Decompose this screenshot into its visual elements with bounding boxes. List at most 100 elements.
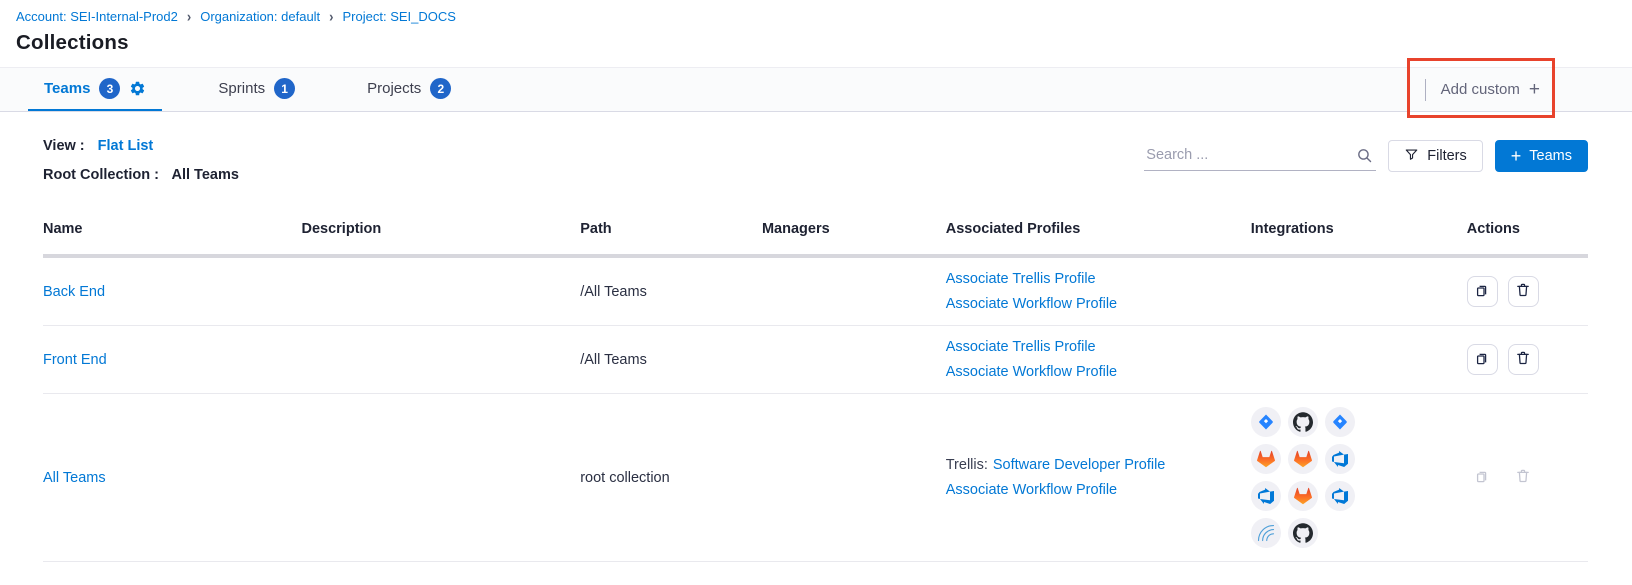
associate-trellis-profile-link[interactable]: Associate Trellis Profile — [945, 339, 1096, 355]
copy-button-disabled — [1466, 462, 1498, 493]
path-cell: /All Teams — [580, 256, 762, 326]
copy-icon — [1474, 468, 1490, 487]
associated-profiles-cell: Trellis: Software Developer Profile Asso… — [946, 457, 1243, 498]
azure-devops-icon — [1324, 444, 1355, 474]
gitlab-icon — [1287, 444, 1318, 474]
description-cell — [301, 256, 581, 326]
jira-icon — [1324, 407, 1355, 437]
description-cell — [301, 393, 581, 562]
delete-button-disabled — [1507, 462, 1539, 493]
funnel-icon — [1404, 147, 1419, 166]
filters-label: Filters — [1427, 148, 1467, 164]
table-row: Front End /All Teams Associate Trellis P… — [43, 325, 1588, 394]
root-collection-value: All Teams — [171, 167, 239, 183]
column-header-path: Path — [580, 213, 762, 258]
table-header-row: Name Description Path Managers Associate… — [43, 213, 1588, 258]
jira-icon — [1250, 407, 1281, 437]
plus-icon: + — [1528, 79, 1540, 100]
teams-count-badge: 3 — [99, 78, 121, 99]
toolbar-left: View : Flat List Root Collection : All T… — [43, 138, 239, 183]
actions-cell — [1466, 462, 1580, 493]
collection-name-link[interactable]: All Teams — [43, 469, 106, 486]
tab-bar: Teams 3 Sprints 1 Projects 2 Add custom … — [0, 58, 1632, 118]
tab-bar-right: Add custom + — [1407, 58, 1632, 118]
add-custom-button[interactable]: Add custom + — [1441, 80, 1540, 99]
tab-sprints[interactable]: Sprints 1 — [202, 68, 311, 111]
associated-profiles-cell: Associate Trellis Profile Associate Work… — [946, 339, 1243, 380]
collection-name-link[interactable]: Front End — [43, 351, 107, 368]
trash-icon — [1515, 468, 1531, 487]
toolbar-right: Filters + Teams — [1144, 140, 1588, 172]
tab-sprints-label: Sprints — [218, 80, 266, 97]
tab-projects[interactable]: Projects 2 — [351, 68, 467, 111]
chevron-right-icon: › — [186, 7, 192, 26]
tab-projects-label: Projects — [367, 80, 422, 97]
new-teams-button[interactable]: + Teams — [1494, 140, 1588, 172]
column-header-associated-profiles: Associated Profiles — [945, 213, 1251, 258]
column-header-integrations: Integrations — [1250, 213, 1467, 258]
main-content: View : Flat List Root Collection : All T… — [0, 138, 1632, 562]
search-icon — [1356, 147, 1373, 169]
github-icon — [1287, 518, 1318, 548]
add-custom-label: Add custom — [1440, 81, 1520, 98]
actions-cell — [1466, 344, 1580, 375]
column-header-managers: Managers — [761, 213, 946, 258]
integrations-cell — [1250, 407, 1366, 548]
root-collection-label: Root Collection : — [43, 167, 159, 183]
delete-button[interactable] — [1507, 276, 1539, 307]
description-cell — [301, 325, 581, 394]
search-input[interactable] — [1144, 141, 1377, 171]
root-collection-row: Root Collection : All Teams — [43, 167, 239, 183]
associate-workflow-profile-link[interactable]: Associate Workflow Profile — [945, 296, 1118, 312]
trash-icon — [1515, 350, 1531, 369]
header: Account: SEI-Internal-Prod2 › Organizati… — [0, 0, 1632, 55]
associated-profiles-cell: Associate Trellis Profile Associate Work… — [946, 271, 1243, 312]
plus-icon: + — [1510, 145, 1522, 166]
managers-cell — [761, 325, 946, 394]
table-row: Back End /All Teams Associate Trellis Pr… — [43, 256, 1588, 326]
toolbar: View : Flat List Root Collection : All T… — [43, 138, 1588, 183]
azure-devops-icon — [1250, 481, 1281, 511]
search-box — [1144, 141, 1377, 171]
copy-button[interactable] — [1466, 276, 1498, 307]
column-header-actions: Actions — [1466, 213, 1588, 258]
view-row: View : Flat List — [43, 138, 239, 154]
sprints-count-badge: 1 — [274, 78, 296, 99]
trellis-prefix-label: Trellis: — [945, 457, 988, 473]
tab-teams-label: Teams — [44, 80, 91, 97]
tab-teams[interactable]: Teams 3 — [28, 68, 163, 111]
associate-workflow-profile-link[interactable]: Associate Workflow Profile — [945, 364, 1118, 380]
gitlab-icon — [1287, 481, 1318, 511]
trash-icon — [1515, 282, 1531, 301]
vertical-divider — [1424, 78, 1426, 101]
managers-cell — [761, 256, 946, 326]
table-row: All Teams root collection Trellis: Softw… — [43, 393, 1588, 562]
collection-name-link[interactable]: Back End — [43, 283, 106, 300]
copy-icon — [1474, 350, 1490, 369]
collections-table: Name Description Path Managers Associate… — [43, 213, 1588, 562]
gear-icon[interactable] — [129, 80, 146, 97]
breadcrumb-project-link[interactable]: Project: SEI_DOCS — [342, 9, 456, 24]
github-icon — [1287, 407, 1318, 437]
azure-devops-icon — [1324, 481, 1355, 511]
delete-button[interactable] — [1507, 344, 1539, 375]
chevron-right-icon: › — [329, 7, 334, 26]
associate-trellis-profile-link[interactable]: Associate Trellis Profile — [945, 271, 1096, 287]
copy-icon — [1474, 282, 1490, 301]
path-cell: root collection — [580, 393, 762, 562]
copy-button[interactable] — [1466, 344, 1498, 375]
breadcrumb-account-link[interactable]: Account: SEI-Internal-Prod2 — [16, 9, 178, 24]
column-header-description: Description — [301, 213, 581, 258]
associate-workflow-profile-link[interactable]: Associate Workflow Profile — [945, 482, 1118, 498]
path-cell: /All Teams — [580, 325, 762, 394]
software-developer-profile-link[interactable]: Software Developer Profile — [992, 457, 1166, 473]
filters-button[interactable]: Filters — [1388, 140, 1483, 172]
projects-count-badge: 2 — [430, 78, 452, 99]
view-value-link[interactable]: Flat List — [97, 138, 154, 154]
managers-cell — [761, 393, 946, 562]
sonarqube-icon — [1250, 518, 1281, 548]
view-label: View : — [43, 138, 85, 154]
breadcrumb-organization-link[interactable]: Organization: default — [200, 9, 321, 24]
breadcrumb: Account: SEI-Internal-Prod2 › Organizati… — [16, 7, 1616, 26]
